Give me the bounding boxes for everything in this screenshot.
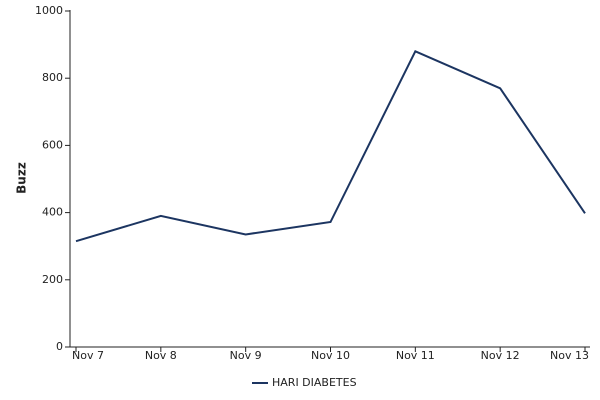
y-tick-label: 1000 [35, 4, 63, 17]
x-tick-label: Nov 12 [481, 349, 520, 362]
y-tick-label: 400 [42, 206, 63, 219]
line-series [75, 50, 586, 243]
legend-label: HARI DIABETES [272, 376, 357, 389]
x-tick-label: Nov 13 [550, 349, 589, 362]
y-tick-label: 0 [56, 340, 63, 353]
x-tick-label: Nov 9 [230, 349, 262, 362]
y-tick-label: 800 [42, 71, 63, 84]
x-tick-label: Nov 11 [396, 349, 435, 362]
y-tick-label: 200 [42, 273, 63, 286]
x-tick-label: Nov 8 [145, 349, 177, 362]
x-tick-label: Nov 10 [311, 349, 350, 362]
y-tick-label: 600 [42, 138, 63, 151]
x-tick-label: Nov 7 [72, 349, 104, 362]
y-axis-label: Buzz [15, 162, 29, 194]
